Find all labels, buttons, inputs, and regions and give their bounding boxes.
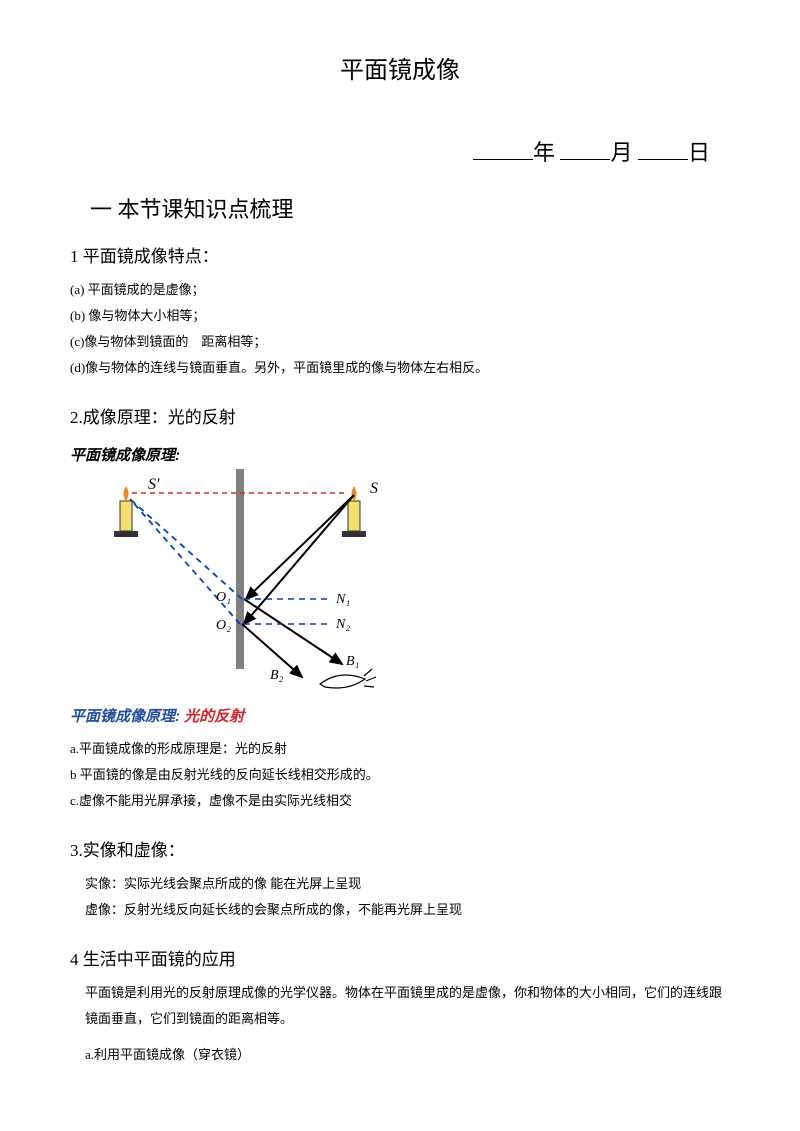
sub4-a: a.利用平面镜成像（穿衣镜）	[70, 1042, 730, 1068]
blank-day[interactable]	[638, 137, 688, 160]
sub4-heading: 4 生活中平面镜的应用	[70, 945, 730, 970]
candle-object	[342, 486, 366, 537]
page: 平面镜成像 年 月 日 一 本节课知识点梳理 1 平面镜成像特点： (a) 平面…	[0, 0, 800, 1131]
label-B1: B₁	[346, 654, 359, 669]
eye-icon	[320, 669, 376, 688]
label-O1: O₁	[216, 590, 231, 605]
label-Sprime: S'	[148, 476, 160, 493]
section-heading: 一 本节课知识点梳理	[90, 192, 730, 224]
sub2-a: a.平面镜成像的形成原理是：光的反射	[70, 736, 730, 762]
ray-reflected-1	[244, 599, 342, 664]
mirror-diagram: S S'	[70, 469, 410, 699]
label-B2: B₂	[270, 668, 284, 683]
label-year: 年	[533, 140, 555, 165]
sub2-b: b 平面镜的像是由反射光线的反向延长线相交形成的。	[70, 762, 730, 788]
label-month: 月	[610, 140, 632, 165]
label-S: S	[370, 480, 378, 497]
label-N2: N₂	[335, 617, 350, 632]
diagram-title: 平面镜成像原理:	[70, 444, 730, 465]
date-line: 年 月 日	[70, 135, 730, 167]
sub2-c: c.虚像不能用光屏承接，虚像不是由实际光线相交	[70, 788, 730, 814]
diagram-bottom-prefix: 平面镜成像原理:	[70, 708, 180, 725]
sub1-heading: 1 平面镜成像特点：	[70, 242, 730, 267]
mirror	[236, 469, 244, 669]
label-N1: N₁	[335, 592, 350, 607]
sub3-heading: 3.实像和虚像：	[70, 836, 730, 861]
page-title: 平面镜成像	[70, 50, 730, 85]
diagram-container: 平面镜成像原理: S S'	[70, 444, 730, 726]
ext-2	[130, 499, 240, 624]
sub1-b: (b) 像与物体大小相等；	[70, 303, 730, 329]
sub3-l1: 实像：实际光线会聚点所成的像 能在光屏上呈现	[70, 871, 730, 897]
blank-year[interactable]	[473, 137, 533, 160]
sub1-c: (c)像与物体到镜面的 距离相等；	[70, 329, 730, 355]
diagram-bottom-red: 光的反射	[184, 708, 244, 725]
ray-incident-1	[246, 495, 354, 599]
label-day: 日	[688, 140, 710, 165]
sub3-l2: 虚像：反射光线反向延长线的会聚点所成的像，不能再光屏上呈现	[70, 897, 730, 923]
diagram-bottom-label: 平面镜成像原理: 光的反射	[70, 705, 730, 726]
sub1-d: (d)像与物体的连线与镜面垂直。另外，平面镜里成的像与物体左右相反。	[70, 355, 730, 381]
sub2-heading: 2.成像原理：光的反射	[70, 403, 730, 428]
sub1-a: (a) 平面镜成的是虚像；	[70, 277, 730, 303]
sub4-p: 平面镜是利用光的反射原理成像的光学仪器。物体在平面镜里成的是虚像，你和物体的大小…	[70, 980, 730, 1032]
ext-1	[130, 499, 242, 599]
blank-month[interactable]	[560, 137, 610, 160]
label-O2: O₂	[216, 618, 231, 633]
